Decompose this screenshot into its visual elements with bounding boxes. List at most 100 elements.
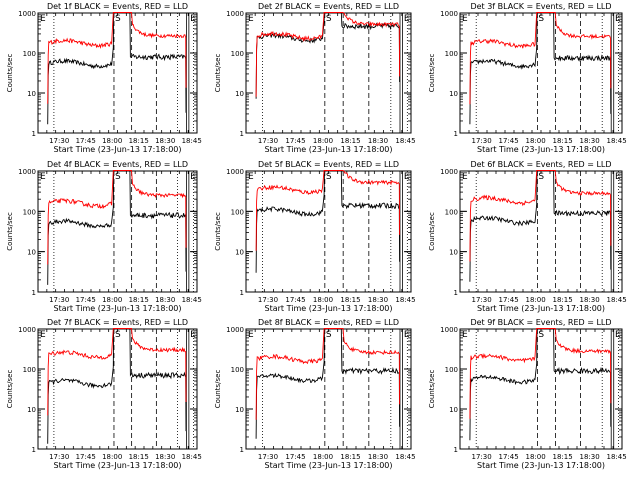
panel-title: Det 2f BLACK = Events, RED = LLD [258, 2, 399, 11]
y-tick-label: 1 [32, 130, 36, 138]
x-tick-label: 18:00 [102, 453, 122, 461]
x-tick-label: 18:30 [580, 453, 600, 461]
x-tick-label: 18:30 [368, 137, 388, 145]
y-tick-label: 10 [235, 249, 244, 257]
y-axis-label: Counts/sec [6, 370, 14, 409]
events-series-line [255, 328, 401, 439]
y-tick-label: 1 [240, 130, 244, 138]
y-tick-label: 1000 [226, 10, 244, 18]
marker-ee-label: E [615, 172, 621, 182]
y-tick-label: 10 [449, 90, 458, 98]
marker-e-label: E [40, 172, 46, 182]
lld-series-line [469, 12, 612, 105]
events-series-line [47, 328, 187, 444]
x-axis-label: Start Time (23-Jun-13 17:18:00) [265, 461, 393, 470]
events-series-line [255, 170, 401, 273]
x-tick-label: 18:00 [313, 296, 333, 304]
x-tick-label: 18:30 [155, 453, 175, 461]
x-tick-label: 18:45 [607, 137, 627, 145]
marker-s-label: S [538, 330, 544, 340]
x-axis-label: Start Time (23-Jun-13 17:18:00) [477, 461, 605, 470]
x-tick-label: 18:45 [607, 453, 627, 461]
marker-ee-label: E [190, 330, 196, 340]
plot-frame [459, 328, 623, 450]
panel-title: Det 5f BLACK = Events, RED = LLD [258, 160, 399, 169]
x-tick-label: 18:15 [340, 137, 360, 145]
marker-s-label: S [538, 14, 544, 24]
events-series-line [469, 170, 612, 282]
plot-frame [459, 170, 623, 293]
panel-9: Det 9f BLACK = Events, RED = LLD 1 10 100 10… [428, 318, 627, 470]
y-axis-label: Counts/sec [6, 212, 14, 251]
lld-series-line [469, 170, 612, 262]
y-axis-label: Counts/sec [428, 370, 436, 409]
x-tick-label: 17:30 [472, 453, 492, 461]
y-tick-label: 1000 [18, 168, 36, 176]
x-tick-label: 18:30 [580, 296, 600, 304]
panel-title: Det 4f BLACK = Events, RED = LLD [47, 160, 188, 169]
marker-s-label: S [326, 172, 332, 182]
marker-ee-label: E [404, 330, 410, 340]
x-tick-label: 18:45 [395, 137, 415, 145]
x-tick-label: 18:30 [368, 296, 388, 304]
marker-e-label: E [248, 330, 254, 340]
x-tick-label: 17:45 [285, 137, 305, 145]
x-tick-label: 18:00 [102, 137, 122, 145]
x-axis-label: Start Time (23-Jun-13 17:18:00) [477, 145, 605, 154]
x-tick-label: 17:45 [499, 453, 519, 461]
y-tick-label: 10 [27, 249, 36, 257]
x-tick-label: 18:15 [340, 296, 360, 304]
x-tick-label: 18:45 [182, 137, 202, 145]
panel-4: Det 4f BLACK = Events, RED = LLD 1 10 100 10… [6, 160, 202, 313]
x-tick-label: 17:30 [49, 137, 69, 145]
y-tick-label: 1 [240, 289, 244, 297]
y-axis-label: Counts/sec [214, 212, 222, 251]
y-axis-label: Counts/sec [214, 370, 222, 409]
x-tick-label: 18:15 [129, 137, 149, 145]
x-tick-label: 17:45 [285, 453, 305, 461]
y-axis-label: Counts/sec [428, 54, 436, 93]
x-tick-label: 18:45 [182, 296, 202, 304]
x-tick-label: 17:30 [49, 453, 69, 461]
x-tick-label: 17:45 [499, 296, 519, 304]
x-tick-label: 18:15 [553, 296, 573, 304]
x-tick-label: 18:00 [526, 137, 546, 145]
x-tick-label: 17:30 [258, 453, 278, 461]
x-tick-label: 18:00 [313, 137, 333, 145]
x-tick-label: 17:30 [49, 296, 69, 304]
y-tick-label: 1 [240, 446, 244, 454]
x-tick-label: 18:45 [395, 296, 415, 304]
x-tick-label: 17:45 [285, 296, 305, 304]
events-series-line [47, 12, 187, 125]
x-tick-label: 18:30 [155, 137, 175, 145]
y-tick-label: 10 [235, 406, 244, 414]
y-tick-label: 100 [231, 50, 244, 58]
marker-ee-label: E [404, 172, 410, 182]
marker-e-label: E [40, 14, 46, 24]
panel-6: Det 6f BLACK = Events, RED = LLD 1 10 100 10… [428, 160, 627, 313]
y-tick-label: 1000 [440, 168, 458, 176]
x-tick-label: 18:45 [607, 296, 627, 304]
x-tick-label: 17:45 [76, 137, 96, 145]
y-axis-label: Counts/sec [214, 54, 222, 93]
x-tick-label: 18:15 [553, 453, 573, 461]
y-tick-label: 10 [235, 90, 244, 98]
events-series-line [469, 12, 612, 125]
panel-7: Det 7f BLACK = Events, RED = LLD 1 10 100 10… [6, 318, 202, 470]
y-tick-label: 1000 [440, 10, 458, 18]
marker-e-label: E [462, 172, 468, 182]
y-tick-label: 10 [449, 249, 458, 257]
y-tick-label: 1000 [226, 326, 244, 334]
marker-e-label: E [462, 14, 468, 24]
events-series-line [47, 170, 187, 285]
marker-s-label: S [326, 330, 332, 340]
panel-8: Det 8f BLACK = Events, RED = LLD 1 10 100 10… [214, 318, 416, 470]
x-tick-label: 17:45 [76, 296, 96, 304]
y-tick-label: 100 [445, 208, 458, 216]
y-tick-label: 1 [454, 130, 458, 138]
plot-frame [245, 328, 412, 450]
plot-frame [37, 12, 198, 134]
lld-series-line [255, 12, 401, 97]
plot-frame [459, 12, 623, 134]
